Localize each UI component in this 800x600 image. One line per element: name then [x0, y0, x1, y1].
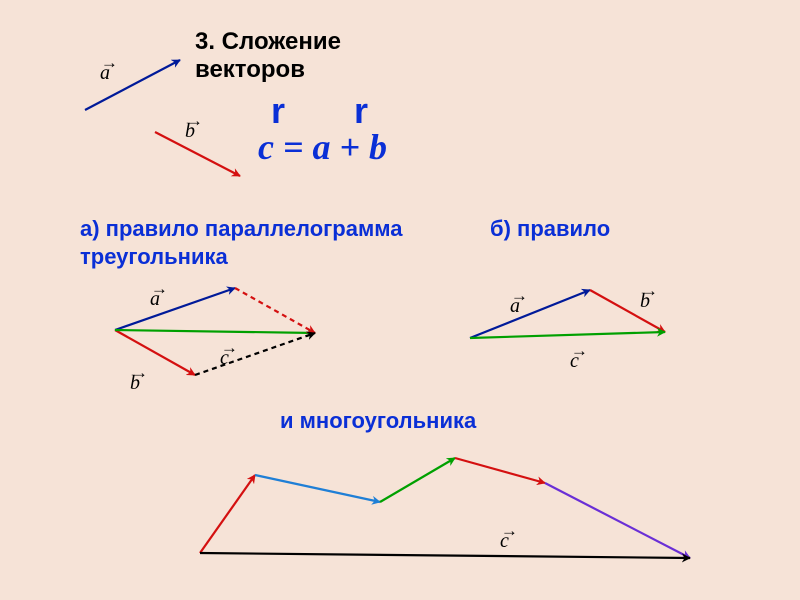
diagram-canvas: 3. Сложение векторовrrc = a + bа) правил… — [0, 0, 800, 600]
vector-svg — [0, 0, 800, 600]
